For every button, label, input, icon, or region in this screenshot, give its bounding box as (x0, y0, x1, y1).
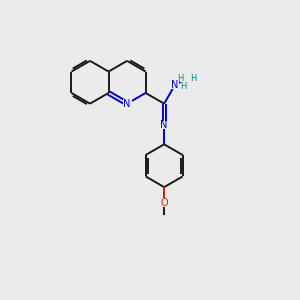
Text: H: H (181, 82, 187, 91)
Text: O: O (160, 197, 168, 208)
Polygon shape (160, 198, 168, 207)
Polygon shape (171, 81, 179, 89)
Text: N: N (160, 120, 168, 130)
Text: H: H (190, 74, 196, 83)
Text: N: N (171, 80, 178, 90)
Polygon shape (123, 100, 131, 108)
Polygon shape (180, 74, 194, 82)
Text: H: H (177, 74, 184, 83)
Text: N: N (123, 99, 131, 109)
Polygon shape (160, 121, 168, 129)
